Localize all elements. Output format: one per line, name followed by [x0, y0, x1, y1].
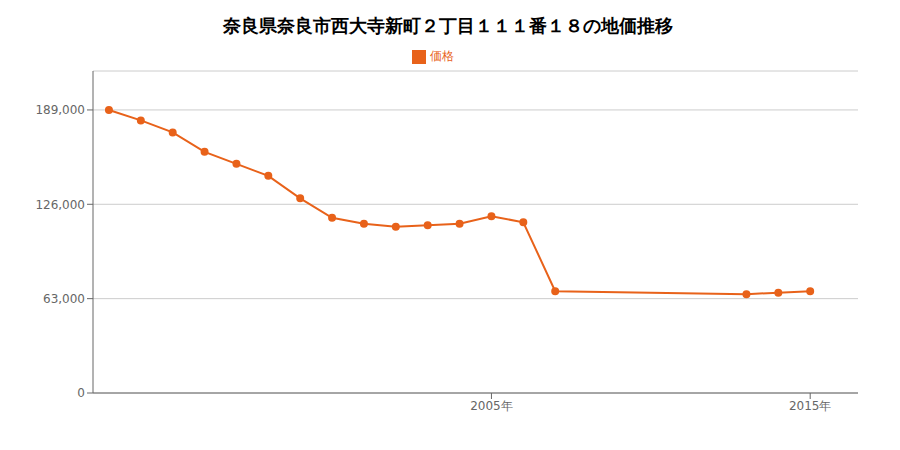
svg-text:2015年: 2015年 — [789, 399, 832, 413]
svg-text:126,000: 126,000 — [35, 198, 85, 212]
svg-text:189,000: 189,000 — [35, 103, 85, 117]
svg-text:63,000: 63,000 — [43, 292, 85, 306]
svg-text:2005年: 2005年 — [470, 399, 513, 413]
html-text:価格: 価格 — [430, 49, 454, 63]
svg-text:0: 0 — [77, 386, 85, 400]
html-text:奈良県奈良市西大寺新町２丁目１１１番１８の地価推移: 奈良県奈良市西大寺新町２丁目１１１番１８の地価推移 — [223, 15, 673, 36]
